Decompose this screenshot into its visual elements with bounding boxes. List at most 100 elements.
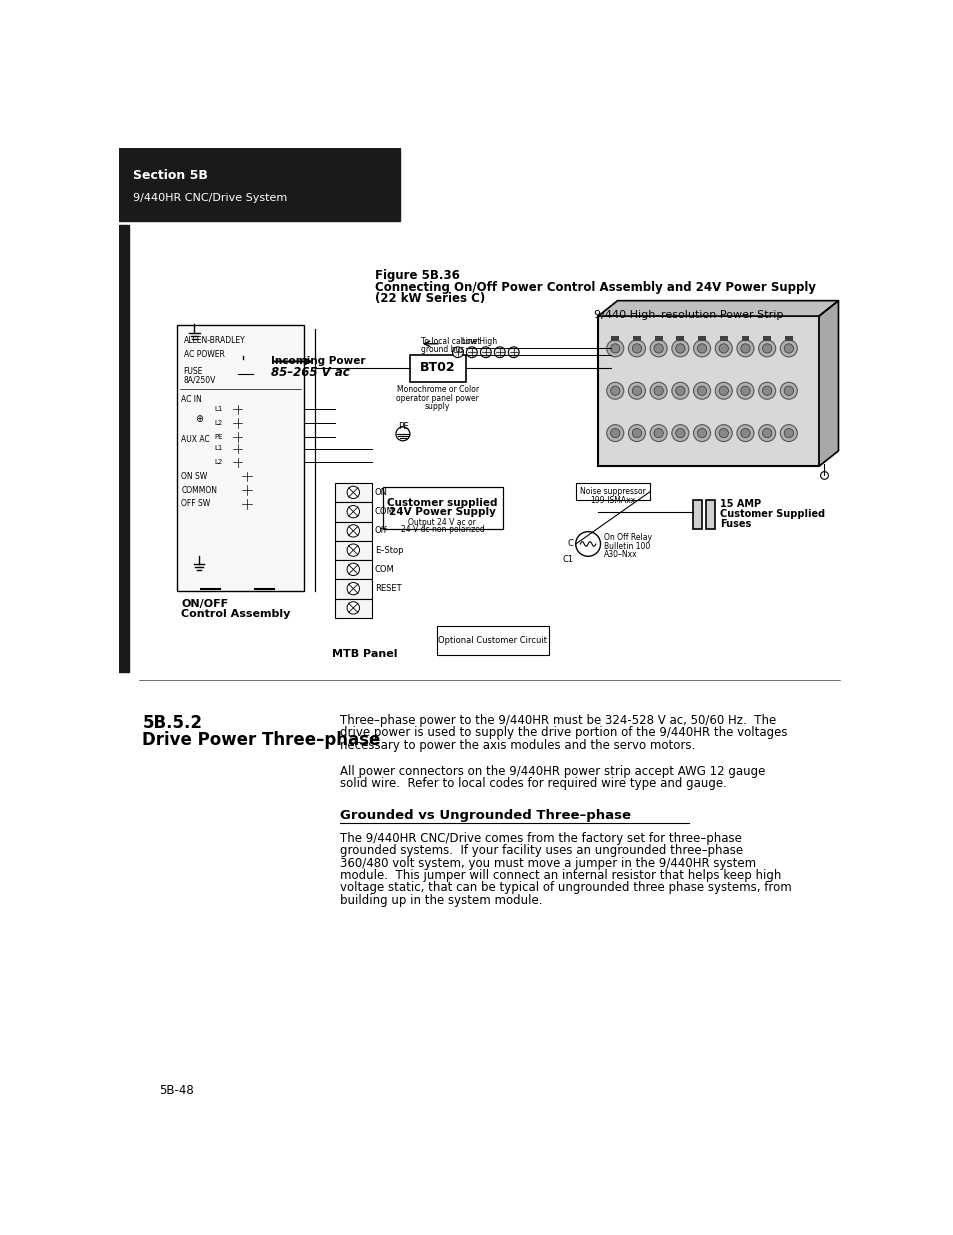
Circle shape	[654, 429, 662, 437]
Text: 199-ISMAxx: 199-ISMAxx	[590, 496, 635, 505]
Circle shape	[719, 429, 728, 437]
Text: AC POWER: AC POWER	[183, 350, 224, 359]
Text: 24V Power Supply: 24V Power Supply	[389, 508, 496, 517]
Circle shape	[697, 387, 706, 395]
Text: Output 24 V ac or: Output 24 V ac or	[408, 517, 476, 527]
Bar	[335, 579, 372, 599]
Circle shape	[233, 432, 242, 442]
Circle shape	[242, 499, 252, 509]
Text: On Off Relay: On Off Relay	[604, 534, 652, 542]
Text: COM: COM	[375, 564, 395, 574]
Text: The 9/440HR CNC/Drive comes from the factory set for three–phase: The 9/440HR CNC/Drive comes from the fac…	[340, 832, 741, 845]
Text: Connecting On/Off Power Control Assembly and 24V Power Supply: Connecting On/Off Power Control Assembly…	[375, 280, 815, 294]
Circle shape	[649, 340, 666, 357]
Bar	[335, 483, 372, 503]
Text: BT02: BT02	[419, 361, 456, 374]
Circle shape	[783, 429, 793, 437]
Circle shape	[628, 383, 645, 399]
Circle shape	[761, 429, 771, 437]
Circle shape	[610, 387, 619, 395]
Bar	[611, 336, 618, 341]
Circle shape	[632, 387, 641, 395]
Circle shape	[480, 347, 491, 358]
Circle shape	[242, 472, 252, 480]
Text: ON: ON	[375, 488, 388, 496]
Text: To local cabinet: To local cabinet	[421, 337, 480, 346]
Text: L2: L2	[214, 420, 223, 426]
Text: module.  This jumper will connect an internal resistor that helps keep high: module. This jumper will connect an inte…	[340, 869, 781, 882]
Text: 85–265 V ac: 85–265 V ac	[271, 366, 350, 379]
Text: AC IN: AC IN	[181, 395, 202, 404]
Bar	[237, 350, 249, 359]
Bar	[436, 626, 549, 655]
Text: L1: L1	[214, 406, 223, 412]
Bar	[692, 500, 701, 530]
Circle shape	[736, 340, 753, 357]
Circle shape	[758, 340, 775, 357]
Text: FUSE: FUSE	[183, 367, 203, 375]
Text: COMMON: COMMON	[181, 485, 217, 494]
Text: COM: COM	[375, 508, 395, 516]
Circle shape	[654, 387, 662, 395]
Text: Optional Customer Circuit: Optional Customer Circuit	[437, 636, 547, 645]
Text: 5B.5.2: 5B.5.2	[142, 714, 202, 732]
Text: drive power is used to supply the drive portion of the 9/440HR the voltages: drive power is used to supply the drive …	[340, 726, 787, 740]
Circle shape	[610, 343, 619, 353]
Text: 9/440HR CNC/Drive System: 9/440HR CNC/Drive System	[133, 193, 287, 204]
Bar	[654, 336, 661, 341]
Text: E–Stop: E–Stop	[375, 546, 403, 555]
Text: 360/480 volt system, you must move a jumper in the 9/440HR system: 360/480 volt system, you must move a jum…	[340, 857, 756, 869]
Circle shape	[736, 383, 753, 399]
Circle shape	[697, 343, 706, 353]
Circle shape	[347, 487, 359, 499]
Circle shape	[452, 347, 463, 358]
Circle shape	[628, 340, 645, 357]
Text: OFF SW: OFF SW	[181, 499, 211, 509]
Circle shape	[761, 343, 771, 353]
Bar	[335, 561, 372, 579]
Circle shape	[715, 383, 732, 399]
Text: Bulletin 100: Bulletin 100	[604, 542, 650, 551]
Circle shape	[466, 347, 476, 358]
Circle shape	[671, 425, 688, 442]
Circle shape	[693, 383, 710, 399]
Circle shape	[347, 563, 359, 576]
Circle shape	[715, 425, 732, 442]
Circle shape	[780, 340, 797, 357]
Text: ON/OFF: ON/OFF	[181, 599, 228, 609]
Bar	[740, 336, 748, 341]
Text: voltage static, that can be typical of ungrounded three phase systems, from: voltage static, that can be typical of u…	[340, 882, 791, 894]
Circle shape	[761, 387, 771, 395]
Text: ground bus: ground bus	[421, 346, 464, 354]
Circle shape	[758, 383, 775, 399]
Bar	[762, 336, 770, 341]
Text: Incoming Power: Incoming Power	[271, 356, 365, 366]
Bar	[177, 325, 303, 592]
Circle shape	[783, 387, 793, 395]
Circle shape	[606, 425, 623, 442]
Circle shape	[736, 425, 753, 442]
Text: Noise suppressor: Noise suppressor	[579, 487, 645, 496]
Text: Low High: Low High	[461, 337, 497, 346]
Circle shape	[693, 425, 710, 442]
Bar	[576, 483, 649, 500]
Circle shape	[233, 405, 242, 414]
Bar	[598, 316, 819, 466]
Bar	[382, 487, 502, 530]
Text: Customer supplied: Customer supplied	[387, 498, 497, 508]
Bar	[784, 336, 792, 341]
Text: Figure 5B.36: Figure 5B.36	[375, 269, 459, 282]
Text: RESET: RESET	[375, 584, 401, 593]
Circle shape	[508, 347, 518, 358]
Circle shape	[606, 340, 623, 357]
Circle shape	[780, 383, 797, 399]
Bar	[633, 336, 640, 341]
Circle shape	[740, 387, 749, 395]
Text: Three–phase power to the 9/440HR must be 324-528 V ac, 50/60 Hz.  The: Three–phase power to the 9/440HR must be…	[340, 714, 776, 727]
Circle shape	[233, 443, 242, 453]
Circle shape	[494, 347, 505, 358]
Circle shape	[242, 485, 252, 495]
Text: 15 AMP: 15 AMP	[720, 499, 760, 509]
Polygon shape	[598, 300, 838, 316]
Text: C: C	[567, 540, 573, 548]
